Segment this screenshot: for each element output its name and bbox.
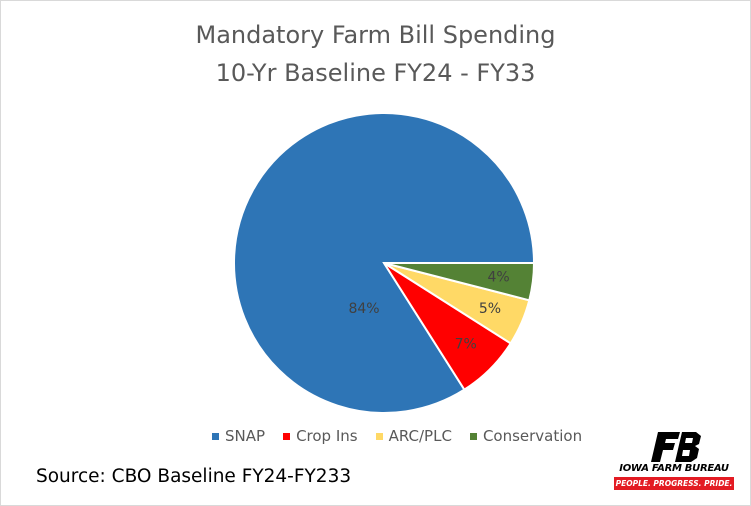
chart-title: Mandatory Farm Bill Spending [195,21,556,49]
legend-swatch-snap [212,432,219,440]
logo-tagline: PEOPLE. PROGRESS. PRIDE. [614,477,734,490]
legend-item-crop-ins: Crop Ins [283,427,358,445]
legend-item-conservation: Conservation [469,427,583,445]
source-note: Source: CBO Baseline FY24-FY233 [36,466,352,487]
legend-swatch-crop-ins [283,432,291,440]
logo-wordmark: IOWA FARM BUREAU [619,463,729,474]
pie-label-crop-ins: 7% [455,337,477,353]
pie-label-snap: 84% [348,301,379,317]
legend-swatch-arc-plc [375,432,383,440]
farm-bureau-mark-icon [651,432,701,462]
pie-label-arc-plc: 5% [479,301,501,317]
legend-label-arc-plc: ARC/PLC [388,427,452,445]
legend-item-arc-plc: ARC/PLC [375,427,452,445]
chart-legend: SNAP Crop Ins ARC/PLC Conservation [212,427,582,445]
legend-label-crop-ins: Crop Ins [296,427,358,445]
legend-label-conservation: Conservation [482,427,583,445]
pie-label-conservation: 4% [487,270,509,286]
legend-swatch-conservation [469,432,477,440]
iowa-farm-bureau-logo: IOWA FARM BUREAU PEOPLE. PROGRESS. PRIDE… [612,430,736,492]
pie-slice-conservation [383,262,536,302]
legend-item-snap: SNAP [212,427,265,445]
legend-label-snap: SNAP [225,427,266,445]
chart-subtitle: 10-Yr Baseline FY24 - FY33 [215,59,536,87]
